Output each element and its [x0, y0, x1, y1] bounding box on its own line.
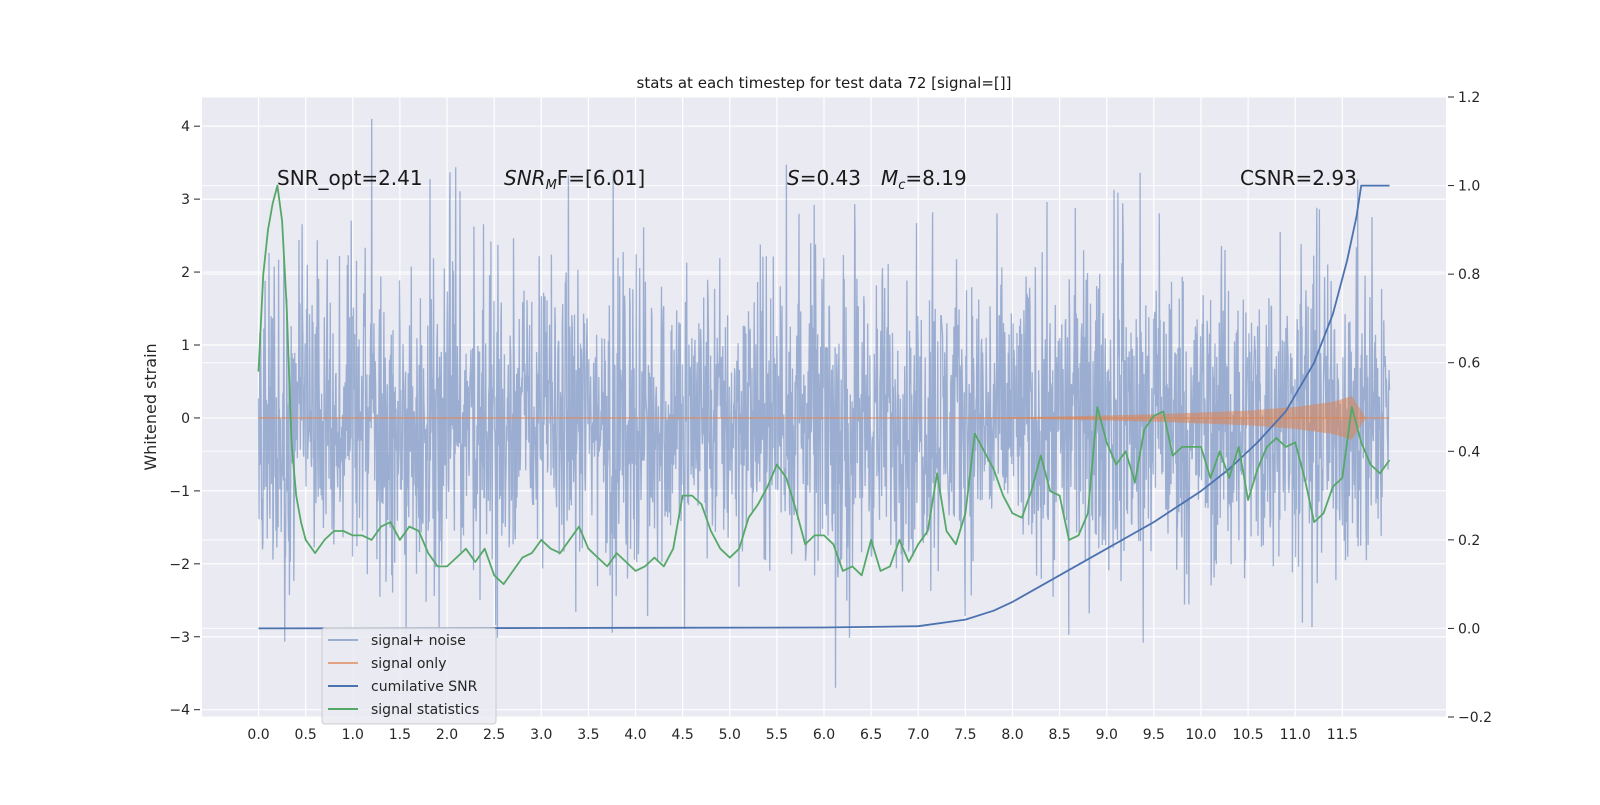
annotation-s: S=0.43: [787, 166, 861, 190]
signal-only-series: [258, 396, 1390, 440]
annotation-s-main: S: [787, 166, 800, 190]
x-tick-label: 9.0: [1096, 727, 1118, 743]
left-tick-label: 1: [181, 338, 190, 354]
x-tick-label: 7.0: [907, 727, 929, 743]
x-tick-label: 7.5: [954, 727, 976, 743]
annotation-snr-mf-rest: F=[6.01]: [557, 166, 645, 190]
x-tick-label: 5.5: [766, 727, 788, 743]
annotation-snr-opt: SNR_opt=2.41: [277, 166, 423, 190]
chart-title: stats at each timestep for test data 72 …: [637, 74, 1012, 92]
x-tick-label: 2.5: [483, 727, 505, 743]
x-tick-label: 3.5: [577, 727, 599, 743]
x-tick-label: 8.0: [1001, 727, 1023, 743]
line-series: [257, 184, 1391, 630]
annotation-mc-sub: c: [898, 178, 905, 193]
annotation-snr-mf-sub: M: [546, 178, 557, 193]
annotation-mc-rest: =8.19: [905, 166, 966, 190]
x-tick-label: 10.0: [1185, 727, 1216, 743]
x-tick-label: 1.5: [389, 727, 411, 743]
right-tick-label: 0.2: [1458, 533, 1480, 549]
x-tick-label: 8.5: [1048, 727, 1070, 743]
right-tick-label: 1.2: [1458, 90, 1480, 106]
x-ticks: 0.0 0.5 1.0 1.5 2.0 2.5 3.0 3.5 4.0 4.5 5.0 5.5 6.0 6…: [247, 727, 1358, 743]
left-tick-label: −2: [169, 557, 190, 573]
x-tick-label: 6.0: [813, 727, 835, 743]
annotation-snr-mf-main: SNR: [504, 166, 546, 190]
right-y-ticks: −0.2 0.0 0.2 0.4 0.6 0.8 1.0 1.2: [1448, 90, 1492, 726]
left-tick-label: −3: [169, 630, 190, 646]
annotation-csnr: CSNR=2.93: [1240, 166, 1357, 190]
right-tick-label: 1.0: [1458, 179, 1480, 195]
x-tick-label: 0.5: [295, 727, 317, 743]
left-tick-label: 0: [181, 411, 190, 427]
left-tick-label: 2: [181, 265, 190, 281]
x-tick-label: 9.5: [1143, 727, 1165, 743]
legend-label-signal: signal only: [371, 656, 446, 672]
left-tick-label: −4: [169, 703, 190, 719]
cumulative-snr-line: [258, 184, 1390, 630]
annotation-snr-mf: SNRMF=[6.01]: [504, 166, 645, 193]
legend-label-csnr: cumilative SNR: [371, 679, 478, 695]
left-tick-label: −1: [169, 484, 190, 500]
right-tick-label: 0.0: [1458, 621, 1480, 637]
right-tick-label: 0.8: [1458, 267, 1480, 283]
legend: signal+ noise signal only cumilative SNR…: [321, 627, 497, 725]
x-tick-label: 5.0: [719, 727, 741, 743]
legend-label-noise: signal+ noise: [371, 633, 466, 649]
x-tick-label: 2.0: [436, 727, 458, 743]
annotation-mc: Mc=8.19: [881, 166, 967, 193]
legend-box: [321, 627, 497, 725]
annotation-s-rest: =0.43: [800, 166, 861, 190]
x-tick-label: 0.0: [247, 727, 269, 743]
signal-plus-noise-series: [257, 118, 1391, 688]
x-tick-label: 4.0: [624, 727, 646, 743]
signal-statistics-line: [257, 184, 1391, 585]
x-tick-label: 6.5: [860, 727, 882, 743]
x-tick-label: 1.0: [342, 727, 364, 743]
left-y-ticks: −4 −3 −2 −1 0 1 2 3 4: [169, 119, 200, 719]
right-tick-label: −0.2: [1458, 710, 1492, 726]
y-axis-label: Whitened strain: [141, 343, 160, 470]
right-tick-label: 0.4: [1458, 444, 1480, 460]
left-tick-label: 4: [181, 119, 190, 135]
x-tick-label: 10.5: [1233, 727, 1264, 743]
x-tick-label: 11.5: [1327, 727, 1358, 743]
right-tick-label: 0.6: [1458, 356, 1480, 372]
x-tick-label: 4.5: [672, 727, 694, 743]
signal-plus-noise-line: [257, 118, 1391, 688]
legend-label-stats: signal statistics: [371, 702, 479, 718]
x-tick-label: 3.0: [530, 727, 552, 743]
x-tick-label: 11.0: [1280, 727, 1311, 743]
left-tick-label: 3: [181, 192, 190, 208]
annotation-mc-main: M: [881, 166, 898, 190]
